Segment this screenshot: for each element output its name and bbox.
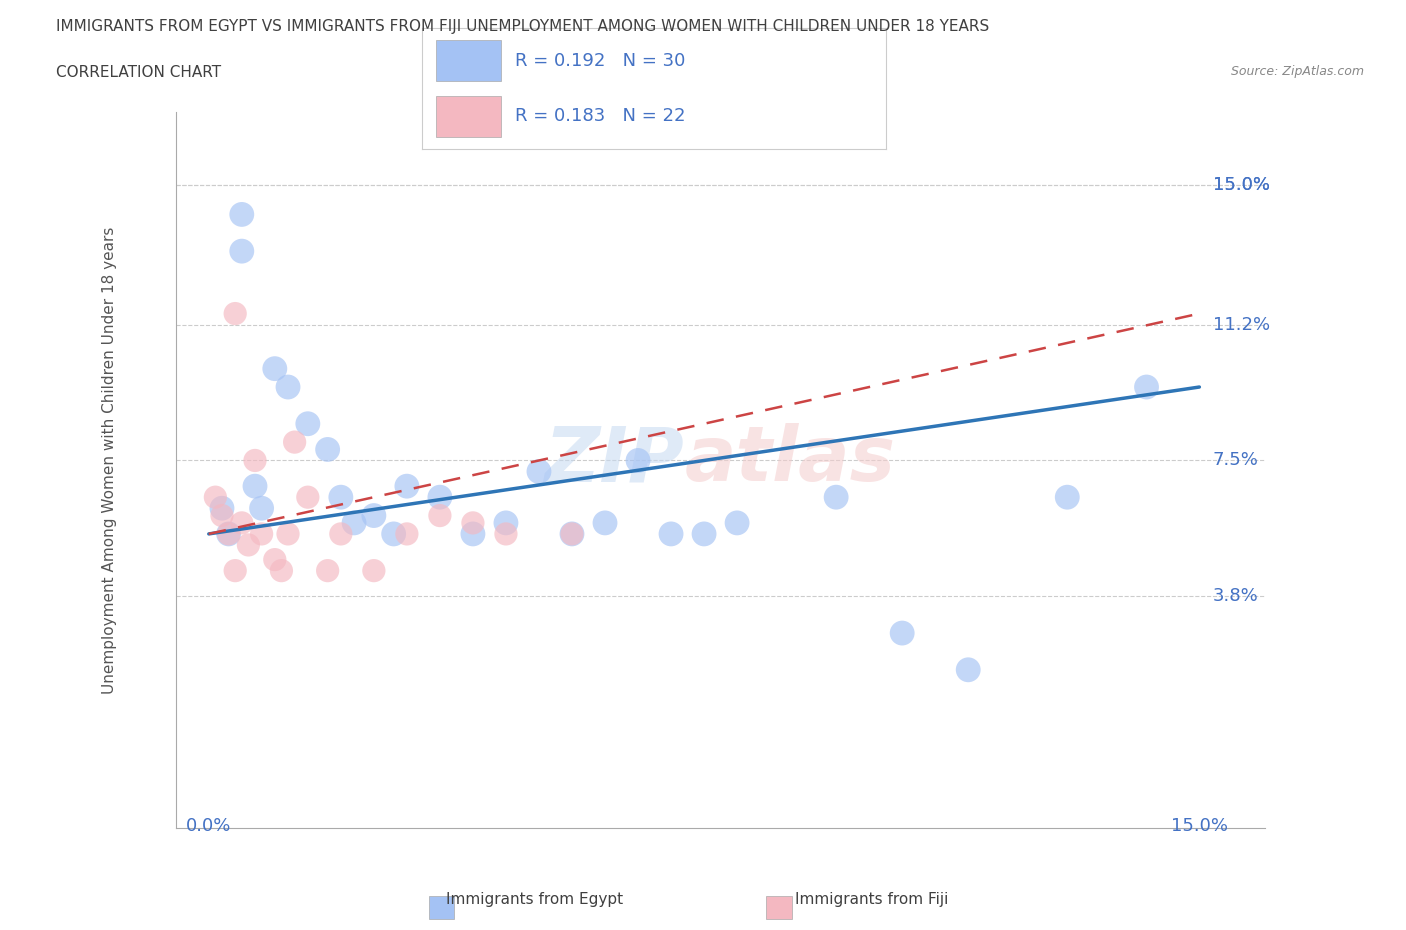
Point <box>495 515 517 530</box>
Point <box>297 490 319 505</box>
Point <box>316 442 339 457</box>
Point <box>363 564 385 578</box>
Text: 11.2%: 11.2% <box>1212 315 1270 334</box>
Text: atlas: atlas <box>685 423 896 498</box>
Point <box>297 417 319 432</box>
Point <box>363 508 385 523</box>
Text: 15.0%: 15.0% <box>1212 176 1270 194</box>
Text: IMMIGRANTS FROM EGYPT VS IMMIGRANTS FROM FIJI UNEMPLOYMENT AMONG WOMEN WITH CHIL: IMMIGRANTS FROM EGYPT VS IMMIGRANTS FROM… <box>56 19 990 33</box>
Point <box>231 515 253 530</box>
Point <box>238 538 260 552</box>
Point <box>659 526 682 541</box>
Point <box>527 464 550 479</box>
Text: 0.0%: 0.0% <box>186 817 232 835</box>
Point <box>693 526 716 541</box>
Point <box>593 515 616 530</box>
Point <box>277 379 299 394</box>
Text: 15.0%: 15.0% <box>1171 817 1227 835</box>
Point <box>250 526 273 541</box>
Text: Immigrants from Egypt: Immigrants from Egypt <box>446 892 623 907</box>
Point <box>395 526 418 541</box>
Text: 3.8%: 3.8% <box>1212 588 1258 605</box>
Point <box>263 552 285 567</box>
Point <box>725 515 748 530</box>
Point <box>627 453 650 468</box>
Point <box>224 564 246 578</box>
Point <box>957 662 980 677</box>
Point <box>429 508 451 523</box>
Point <box>343 515 366 530</box>
Point <box>231 244 253 259</box>
Text: ZIP: ZIP <box>544 423 685 498</box>
Point <box>231 207 253 222</box>
Point <box>277 526 299 541</box>
Point <box>395 479 418 494</box>
Point <box>270 564 292 578</box>
Point <box>218 526 240 541</box>
Point <box>329 526 352 541</box>
Point <box>825 490 848 505</box>
Point <box>211 500 233 515</box>
Point <box>561 526 583 541</box>
Point <box>218 526 240 541</box>
Point <box>243 453 266 468</box>
Text: CORRELATION CHART: CORRELATION CHART <box>56 65 221 80</box>
Text: Unemployment Among Women with Children Under 18 years: Unemployment Among Women with Children U… <box>103 227 117 694</box>
Point <box>284 434 307 449</box>
Point <box>204 490 226 505</box>
Text: 7.5%: 7.5% <box>1212 451 1258 470</box>
Text: 15.0%: 15.0% <box>1212 176 1270 194</box>
Text: R = 0.183   N = 22: R = 0.183 N = 22 <box>515 107 685 126</box>
Point <box>329 490 352 505</box>
Text: R = 0.192   N = 30: R = 0.192 N = 30 <box>515 51 685 70</box>
Point <box>263 361 285 376</box>
Point <box>250 500 273 515</box>
Point <box>429 490 451 505</box>
Point <box>891 626 914 641</box>
Text: Source: ZipAtlas.com: Source: ZipAtlas.com <box>1230 65 1364 78</box>
Point <box>461 526 484 541</box>
Point <box>211 508 233 523</box>
Point <box>316 564 339 578</box>
Text: Immigrants from Fiji: Immigrants from Fiji <box>794 892 949 907</box>
Point <box>382 526 405 541</box>
Point <box>243 479 266 494</box>
Bar <box>436 40 501 81</box>
Point <box>1135 379 1157 394</box>
Point <box>461 515 484 530</box>
Point <box>1056 490 1078 505</box>
Point <box>224 306 246 321</box>
Bar <box>436 96 501 137</box>
Point <box>561 526 583 541</box>
Point <box>495 526 517 541</box>
